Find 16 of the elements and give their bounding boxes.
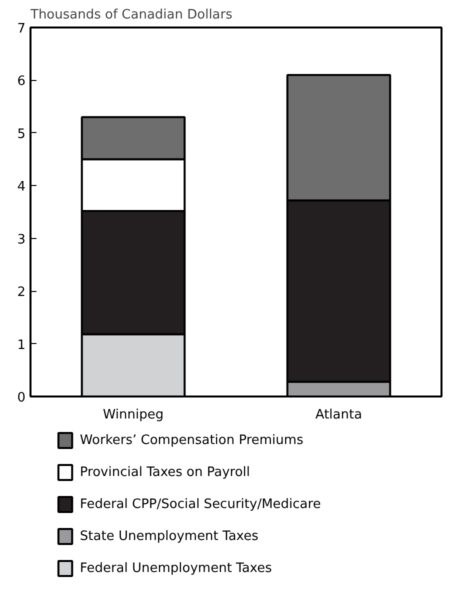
x-tick-label: Winnipeg xyxy=(102,408,164,422)
y-tick-label: 3 xyxy=(17,232,26,248)
legend-label: Federal Unemployment Taxes xyxy=(80,561,272,576)
legend-label: Provincial Taxes on Payroll xyxy=(80,465,250,480)
y-axis-title: Thousands of Canadian Dollars xyxy=(30,8,233,22)
x-tick-label: Atlanta xyxy=(315,408,362,422)
y-tick-label: 2 xyxy=(17,285,26,300)
legend-label: Federal CPP/Social Security/Medicare xyxy=(80,497,321,512)
legend-label: State Unemployment Taxes xyxy=(80,529,259,544)
y-tick-label: 0 xyxy=(17,390,26,406)
y-tick-label: 4 xyxy=(17,180,26,195)
y-tick-label: 7 xyxy=(17,22,26,36)
legend-label: Workers’ Compensation Premiums xyxy=(80,433,304,448)
y-tick-label: 6 xyxy=(17,74,26,90)
y-tick-label: 1 xyxy=(17,338,26,353)
y-tick-label: 5 xyxy=(17,126,26,142)
